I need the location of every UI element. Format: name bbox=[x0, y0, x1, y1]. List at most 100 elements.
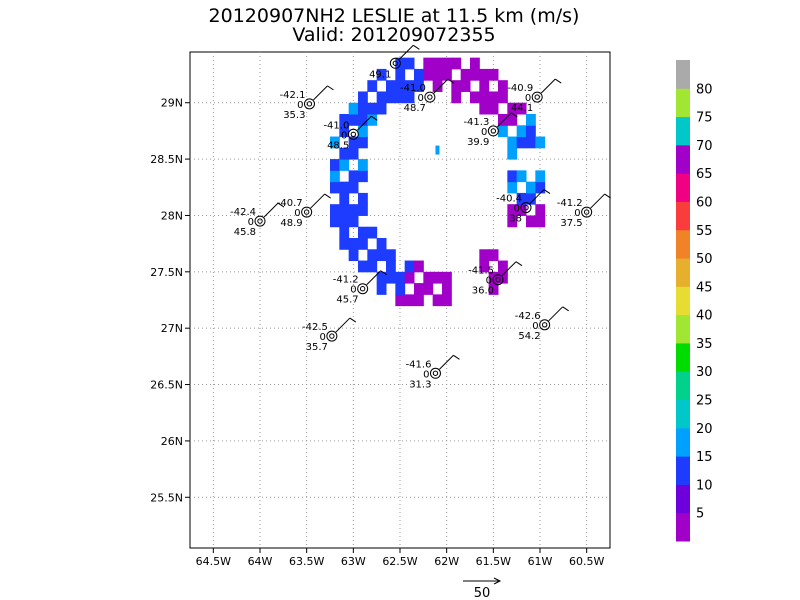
wind-cell bbox=[507, 136, 518, 149]
obs-value: 48.7 bbox=[404, 103, 426, 114]
x-tick-label: 62W bbox=[434, 555, 459, 568]
wind-cell bbox=[339, 125, 350, 138]
wind-barb bbox=[548, 306, 564, 322]
wind-cell bbox=[330, 136, 340, 149]
obs-value: 35.7 bbox=[306, 342, 328, 353]
obs-dewpoint: 0 bbox=[486, 276, 492, 287]
wind-cell bbox=[507, 147, 518, 160]
obs-temperature: -40.4 bbox=[496, 194, 522, 205]
wind-cell bbox=[376, 91, 387, 104]
colorbar-swatch bbox=[676, 342, 690, 372]
wind-cell bbox=[432, 57, 443, 70]
wind-cell bbox=[526, 181, 536, 194]
wind-cell bbox=[479, 249, 490, 262]
wind-cell bbox=[414, 260, 424, 273]
wind-barb-flag bbox=[604, 193, 611, 199]
obs-temperature: -41.3 bbox=[463, 117, 489, 128]
wind-cell bbox=[535, 215, 546, 228]
wind-cell bbox=[395, 68, 406, 81]
wind-barb bbox=[356, 115, 372, 131]
wind-cell bbox=[330, 170, 340, 183]
y-tick-label: 27.5N bbox=[150, 266, 183, 279]
obs-value: 37.5 bbox=[560, 218, 582, 229]
wind-cell bbox=[479, 68, 490, 81]
wind-cell bbox=[442, 271, 452, 284]
obs-temperature: -41.2 bbox=[333, 275, 359, 286]
station-ring bbox=[301, 206, 313, 218]
wind-cell bbox=[339, 192, 350, 205]
obs-dewpoint: 0 bbox=[248, 217, 254, 228]
colorbar-swatch bbox=[676, 201, 690, 231]
obs-dewpoint: 0 bbox=[350, 285, 356, 296]
wind-cell bbox=[395, 271, 406, 284]
obs-value: 36.0 bbox=[472, 286, 494, 297]
colorbar-label: 75 bbox=[696, 111, 713, 126]
colorbar-label: 50 bbox=[696, 252, 713, 267]
colorbar-label: 5 bbox=[696, 507, 704, 522]
colorbar-swatch bbox=[676, 258, 690, 287]
station-dot bbox=[495, 277, 501, 283]
wind-cell bbox=[339, 147, 350, 160]
wind-cell bbox=[442, 57, 452, 70]
wind-barb bbox=[496, 112, 512, 128]
obs-dewpoint: 0 bbox=[341, 130, 347, 141]
station-ring bbox=[326, 330, 338, 342]
station-ring bbox=[520, 202, 532, 214]
wind-cell bbox=[348, 114, 359, 126]
wind-cell bbox=[535, 170, 546, 183]
wind-cell bbox=[358, 238, 368, 250]
wind-cell bbox=[404, 80, 415, 92]
station-ring bbox=[303, 98, 315, 110]
colorbar-label: 40 bbox=[696, 309, 713, 324]
station-dot bbox=[359, 286, 366, 292]
wind-cell bbox=[516, 170, 527, 183]
wind-cell bbox=[451, 80, 462, 92]
station-ring bbox=[254, 215, 266, 227]
obs-dewpoint: 0 bbox=[319, 332, 325, 343]
station-ring bbox=[539, 319, 551, 331]
wind-cell bbox=[414, 68, 424, 81]
reference-vector-head bbox=[493, 577, 502, 585]
wind-cell bbox=[442, 68, 452, 81]
station-dot bbox=[306, 101, 313, 107]
wind-cell bbox=[488, 283, 499, 295]
obs-value: 45.7 bbox=[336, 295, 358, 306]
wind-cell bbox=[516, 102, 527, 115]
wind-cell bbox=[479, 80, 490, 92]
wind-cell bbox=[404, 271, 415, 284]
wind-barb bbox=[398, 44, 414, 60]
wind-cell bbox=[404, 294, 415, 307]
wind-barb-flag bbox=[324, 193, 331, 199]
wind-cell bbox=[358, 159, 368, 171]
wind-cell bbox=[516, 192, 527, 205]
colorbar-label: 65 bbox=[696, 167, 713, 182]
x-tick-label: 62.5W bbox=[382, 555, 417, 568]
wind-cell bbox=[488, 91, 499, 104]
obs-dewpoint: 0 bbox=[297, 100, 303, 111]
wind-cell bbox=[376, 102, 387, 115]
wind-cell bbox=[498, 80, 508, 92]
wind-barb bbox=[529, 189, 545, 204]
wind-cell bbox=[526, 114, 536, 126]
wind-cell bbox=[376, 271, 387, 284]
wind-cell bbox=[451, 91, 462, 104]
reference-vector-label: 50 bbox=[474, 586, 491, 600]
wind-cell bbox=[507, 102, 518, 115]
wind-cell bbox=[358, 91, 368, 104]
obs-dewpoint: 0 bbox=[481, 127, 487, 138]
wind-cell bbox=[507, 215, 518, 228]
wind-barb bbox=[590, 193, 606, 209]
station-dot bbox=[392, 60, 399, 66]
colorbar-label: 20 bbox=[696, 422, 713, 437]
obs-value: 39.9 bbox=[467, 137, 489, 148]
wind-cell bbox=[386, 271, 396, 284]
obs-temperature: -41.2 bbox=[557, 198, 583, 209]
obs-dewpoint: 0 bbox=[514, 204, 520, 215]
wind-barb-flag bbox=[515, 261, 523, 267]
colorbar-label: 70 bbox=[696, 139, 713, 154]
